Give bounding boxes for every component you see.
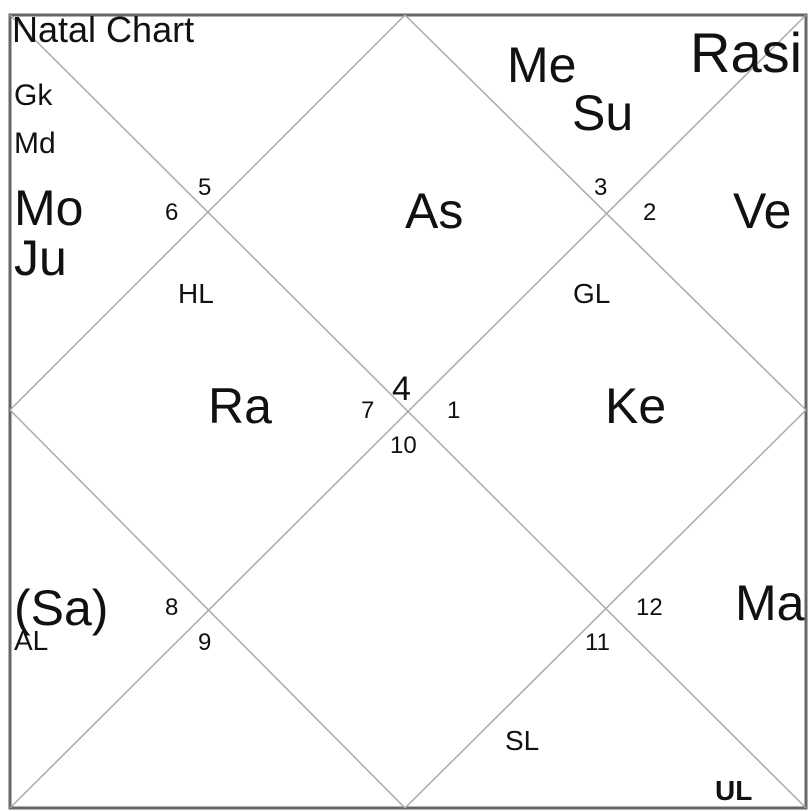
house-number: 3 [594, 174, 607, 201]
house-number: 2 [643, 199, 656, 226]
point: GL [573, 278, 610, 309]
point: HL [178, 278, 214, 309]
planet: Ve [733, 183, 791, 239]
house-number: 1 [447, 397, 460, 424]
diamond-edge [9, 14, 406, 411]
planet: (Sa) [14, 580, 108, 636]
planet: Ra [208, 378, 272, 434]
planet: As [405, 183, 463, 239]
house-number: 4 [392, 370, 411, 408]
house-number: 10 [390, 432, 417, 459]
point: AL [14, 625, 48, 656]
point: SL [505, 725, 539, 756]
planet: Ke [605, 378, 666, 434]
house-number: 6 [165, 199, 178, 226]
planet: Mo [14, 180, 83, 236]
title: Natal Chart [12, 9, 194, 50]
house-number: 5 [198, 174, 211, 201]
diamond-edge [404, 14, 807, 411]
house-number: 11 [585, 629, 610, 656]
planet: Ju [14, 230, 67, 286]
planet: Ma [735, 575, 805, 631]
point: UL [715, 775, 752, 806]
diagonal [9, 14, 807, 809]
diamond-edge [404, 409, 807, 809]
house-number: 8 [165, 594, 178, 621]
house-number: 7 [361, 397, 374, 424]
planet: Gk [14, 79, 53, 112]
diamond-edge [9, 409, 406, 809]
house-number: 12 [636, 594, 663, 621]
house-number: 9 [198, 629, 211, 656]
chart-name: Rasi [690, 21, 802, 84]
planet: Me [507, 37, 576, 93]
planet: Md [14, 127, 56, 160]
planet: Su [572, 85, 633, 141]
